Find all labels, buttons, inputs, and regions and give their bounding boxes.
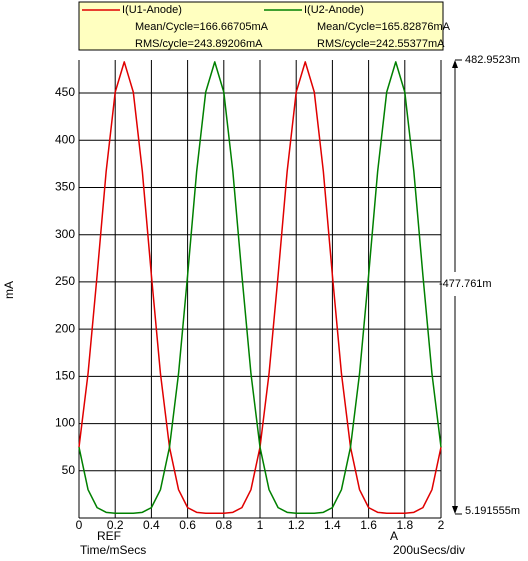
y-axis-label: mA (2, 281, 16, 299)
y-tick-label: 350 (55, 180, 75, 194)
y-tick-label: 450 (55, 85, 75, 99)
legend-stat: Mean/Cycle=166.66705mA (135, 21, 269, 33)
x-tick-label: 2 (438, 518, 445, 532)
legend-stat: RMS/cycle=242.55377mA (317, 38, 445, 50)
y-tick-label: 50 (62, 463, 76, 477)
legend-label: I(U1-Anode) (122, 4, 182, 16)
x-tick-label: 1.4 (324, 518, 341, 532)
x-tick-label: 1 (257, 518, 264, 532)
x-tick-label: 1.6 (360, 518, 377, 532)
annotation: 5.191555m (465, 505, 520, 517)
annotation: -477.761m (439, 278, 492, 290)
y-tick-label: 250 (55, 274, 75, 288)
x-tick-label: 0.8 (215, 518, 232, 532)
x-tick-label: 1.8 (396, 518, 413, 532)
line (78, 61, 442, 515)
x-scale-prefix: A (390, 529, 398, 543)
x-tick-label: 0.4 (143, 518, 160, 532)
x-tick-label: 0.6 (179, 518, 196, 532)
y-tick-label: 300 (55, 227, 75, 241)
x-axis-label: Time/mSecs (80, 543, 146, 557)
x-axis-prefix: REF (97, 529, 121, 543)
legend-label: I(U2-Anode) (304, 4, 364, 16)
y-tick-label: 200 (55, 321, 75, 335)
x-tick-label: 0 (76, 518, 83, 532)
legend-stat: Mean/Cycle=165.82876mA (317, 21, 451, 33)
y-tick-label: 400 (55, 132, 75, 146)
y-tick-label: 150 (55, 369, 75, 383)
y-tick-label: 100 (55, 416, 75, 430)
x-tick-label: 0.2 (107, 518, 124, 532)
x-tick-label: 1.2 (288, 518, 305, 532)
legend-box (78, 1, 444, 51)
x-scale-label: 200uSecs/div (393, 543, 465, 557)
legend-stat: RMS/cycle=243.89206mA (135, 38, 263, 50)
annotation: 482.9523m (465, 54, 520, 66)
